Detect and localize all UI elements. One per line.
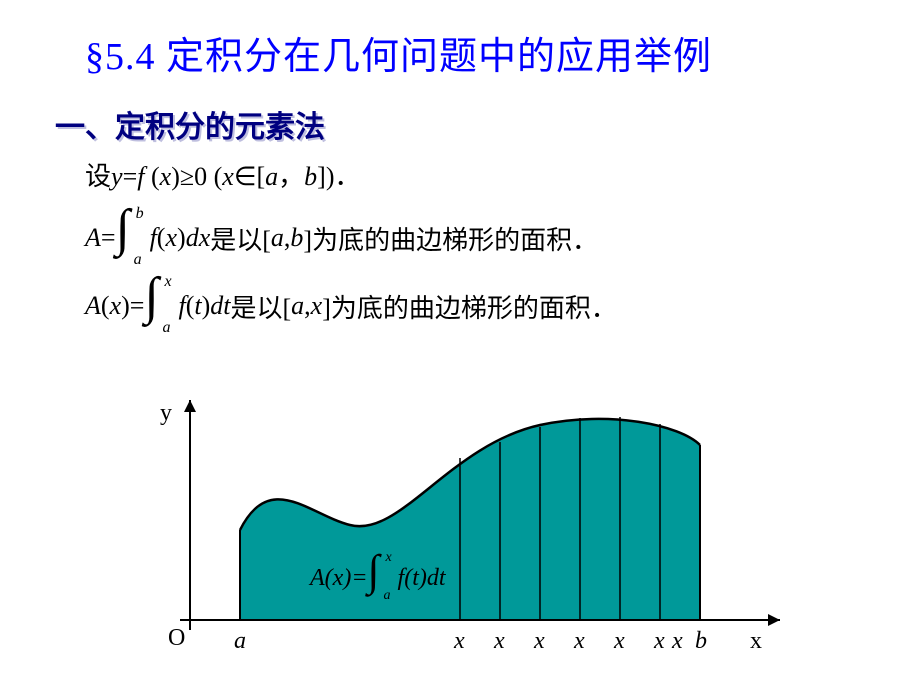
var-b: b — [304, 162, 317, 191]
x-tick-label: x — [573, 628, 585, 654]
x0: x — [110, 291, 122, 321]
f: f — [398, 565, 405, 592]
chart-svg: y O a b x xxxxxxx — [140, 390, 820, 670]
title-text: 定积分在几何问题中的应用举例 — [166, 36, 712, 78]
f: f — [150, 223, 157, 253]
int-ub: x — [386, 550, 392, 566]
curve-chart: y O a b x xxxxxxx — [140, 390, 820, 670]
rp: ) — [419, 565, 427, 592]
var-f: f — [137, 162, 151, 191]
in: ∈[ — [234, 162, 265, 191]
text: 设 — [85, 162, 111, 191]
eq: = — [123, 162, 138, 191]
rp: ) — [202, 291, 211, 321]
desc-post: ]为底的曲边梯形的面积． — [303, 220, 598, 257]
eq: = — [351, 565, 367, 592]
integral-icon: ∫ x a — [144, 279, 178, 333]
x-tick-labels: xxxxxxx — [453, 628, 683, 654]
x-tick-label: x — [493, 628, 505, 654]
a-label: a — [234, 628, 246, 654]
area-A-line: A= ∫ b a f(x)dx 是以[a, b]为底的曲边梯形的面积． — [0, 193, 920, 265]
xaxis-label: x — [750, 628, 762, 654]
filled-region — [240, 419, 700, 620]
y-arrow-icon — [184, 400, 196, 412]
x-tick-label: x — [671, 628, 683, 654]
section-number: §5.4 — [85, 36, 156, 78]
b: b — [290, 223, 303, 253]
int-lb: a — [162, 319, 170, 337]
x-tick-label: x — [613, 628, 625, 654]
assumption-line: 设y=f (x)≥0 (x∈[a，b])． — [0, 146, 920, 193]
rp0: ) — [343, 565, 351, 592]
ge: ≥0 ( — [180, 162, 222, 191]
x-tick-label: x — [533, 628, 545, 654]
rp: ) — [171, 162, 180, 191]
a: a — [271, 223, 284, 253]
eq: = — [130, 291, 145, 321]
int-lb: a — [384, 588, 391, 604]
x: x — [165, 223, 177, 253]
inner-formula: A(x)= ∫ x a f (t)dt — [310, 555, 446, 601]
dx: dx — [186, 223, 211, 253]
x-arrow-icon — [768, 614, 780, 626]
var-A: A — [310, 565, 325, 592]
integral-icon: ∫ x a — [368, 555, 398, 601]
var-y: y — [111, 162, 123, 191]
area-Ax-line: A(x)= ∫ x a f (t)dt是以[a, x]为底的曲边梯形的面积． — [0, 265, 920, 333]
int-sym: ∫ — [368, 545, 380, 596]
lp0: ( — [101, 291, 110, 321]
f: f — [178, 291, 185, 321]
lp: ( — [186, 291, 195, 321]
int-ub: b — [136, 205, 144, 223]
int-sym: ∫ — [144, 267, 158, 326]
dt: dt — [210, 291, 230, 321]
var-a: a — [265, 162, 278, 191]
t: t — [412, 565, 419, 592]
var-A: A — [85, 223, 101, 253]
x-tick-label: x — [453, 628, 465, 654]
rp0: ) — [121, 291, 130, 321]
int-ub: x — [164, 273, 171, 291]
x: x — [311, 291, 323, 321]
y-label: y — [160, 400, 172, 426]
desc-post: ]为底的曲边梯形的面积． — [322, 288, 617, 325]
b-label: b — [695, 628, 707, 654]
desc-pre: 是以[ — [210, 220, 271, 257]
subtitle: 一、定积分的元素法 — [0, 80, 920, 146]
lp0: ( — [325, 565, 333, 592]
int-sym: ∫ — [116, 199, 130, 258]
lp: ( — [404, 565, 412, 592]
x0: x — [333, 565, 344, 592]
lp: ( — [151, 162, 160, 191]
t: t — [194, 291, 201, 321]
var-x2: x — [222, 162, 234, 191]
eq: = — [101, 223, 116, 253]
desc-pre: 是以[ — [231, 288, 292, 325]
end: ])． — [317, 162, 360, 191]
var-A: A — [85, 291, 101, 321]
var-x: x — [160, 162, 172, 191]
rp: ) — [177, 223, 186, 253]
integral-icon: ∫ b a — [116, 211, 150, 265]
dt: dt — [427, 565, 446, 592]
comma: ， — [278, 162, 304, 191]
a: a — [291, 291, 304, 321]
slide-title: §5.4 定积分在几何问题中的应用举例 — [0, 0, 920, 80]
x-tick-label: x — [653, 628, 665, 654]
origin-label: O — [168, 625, 185, 651]
